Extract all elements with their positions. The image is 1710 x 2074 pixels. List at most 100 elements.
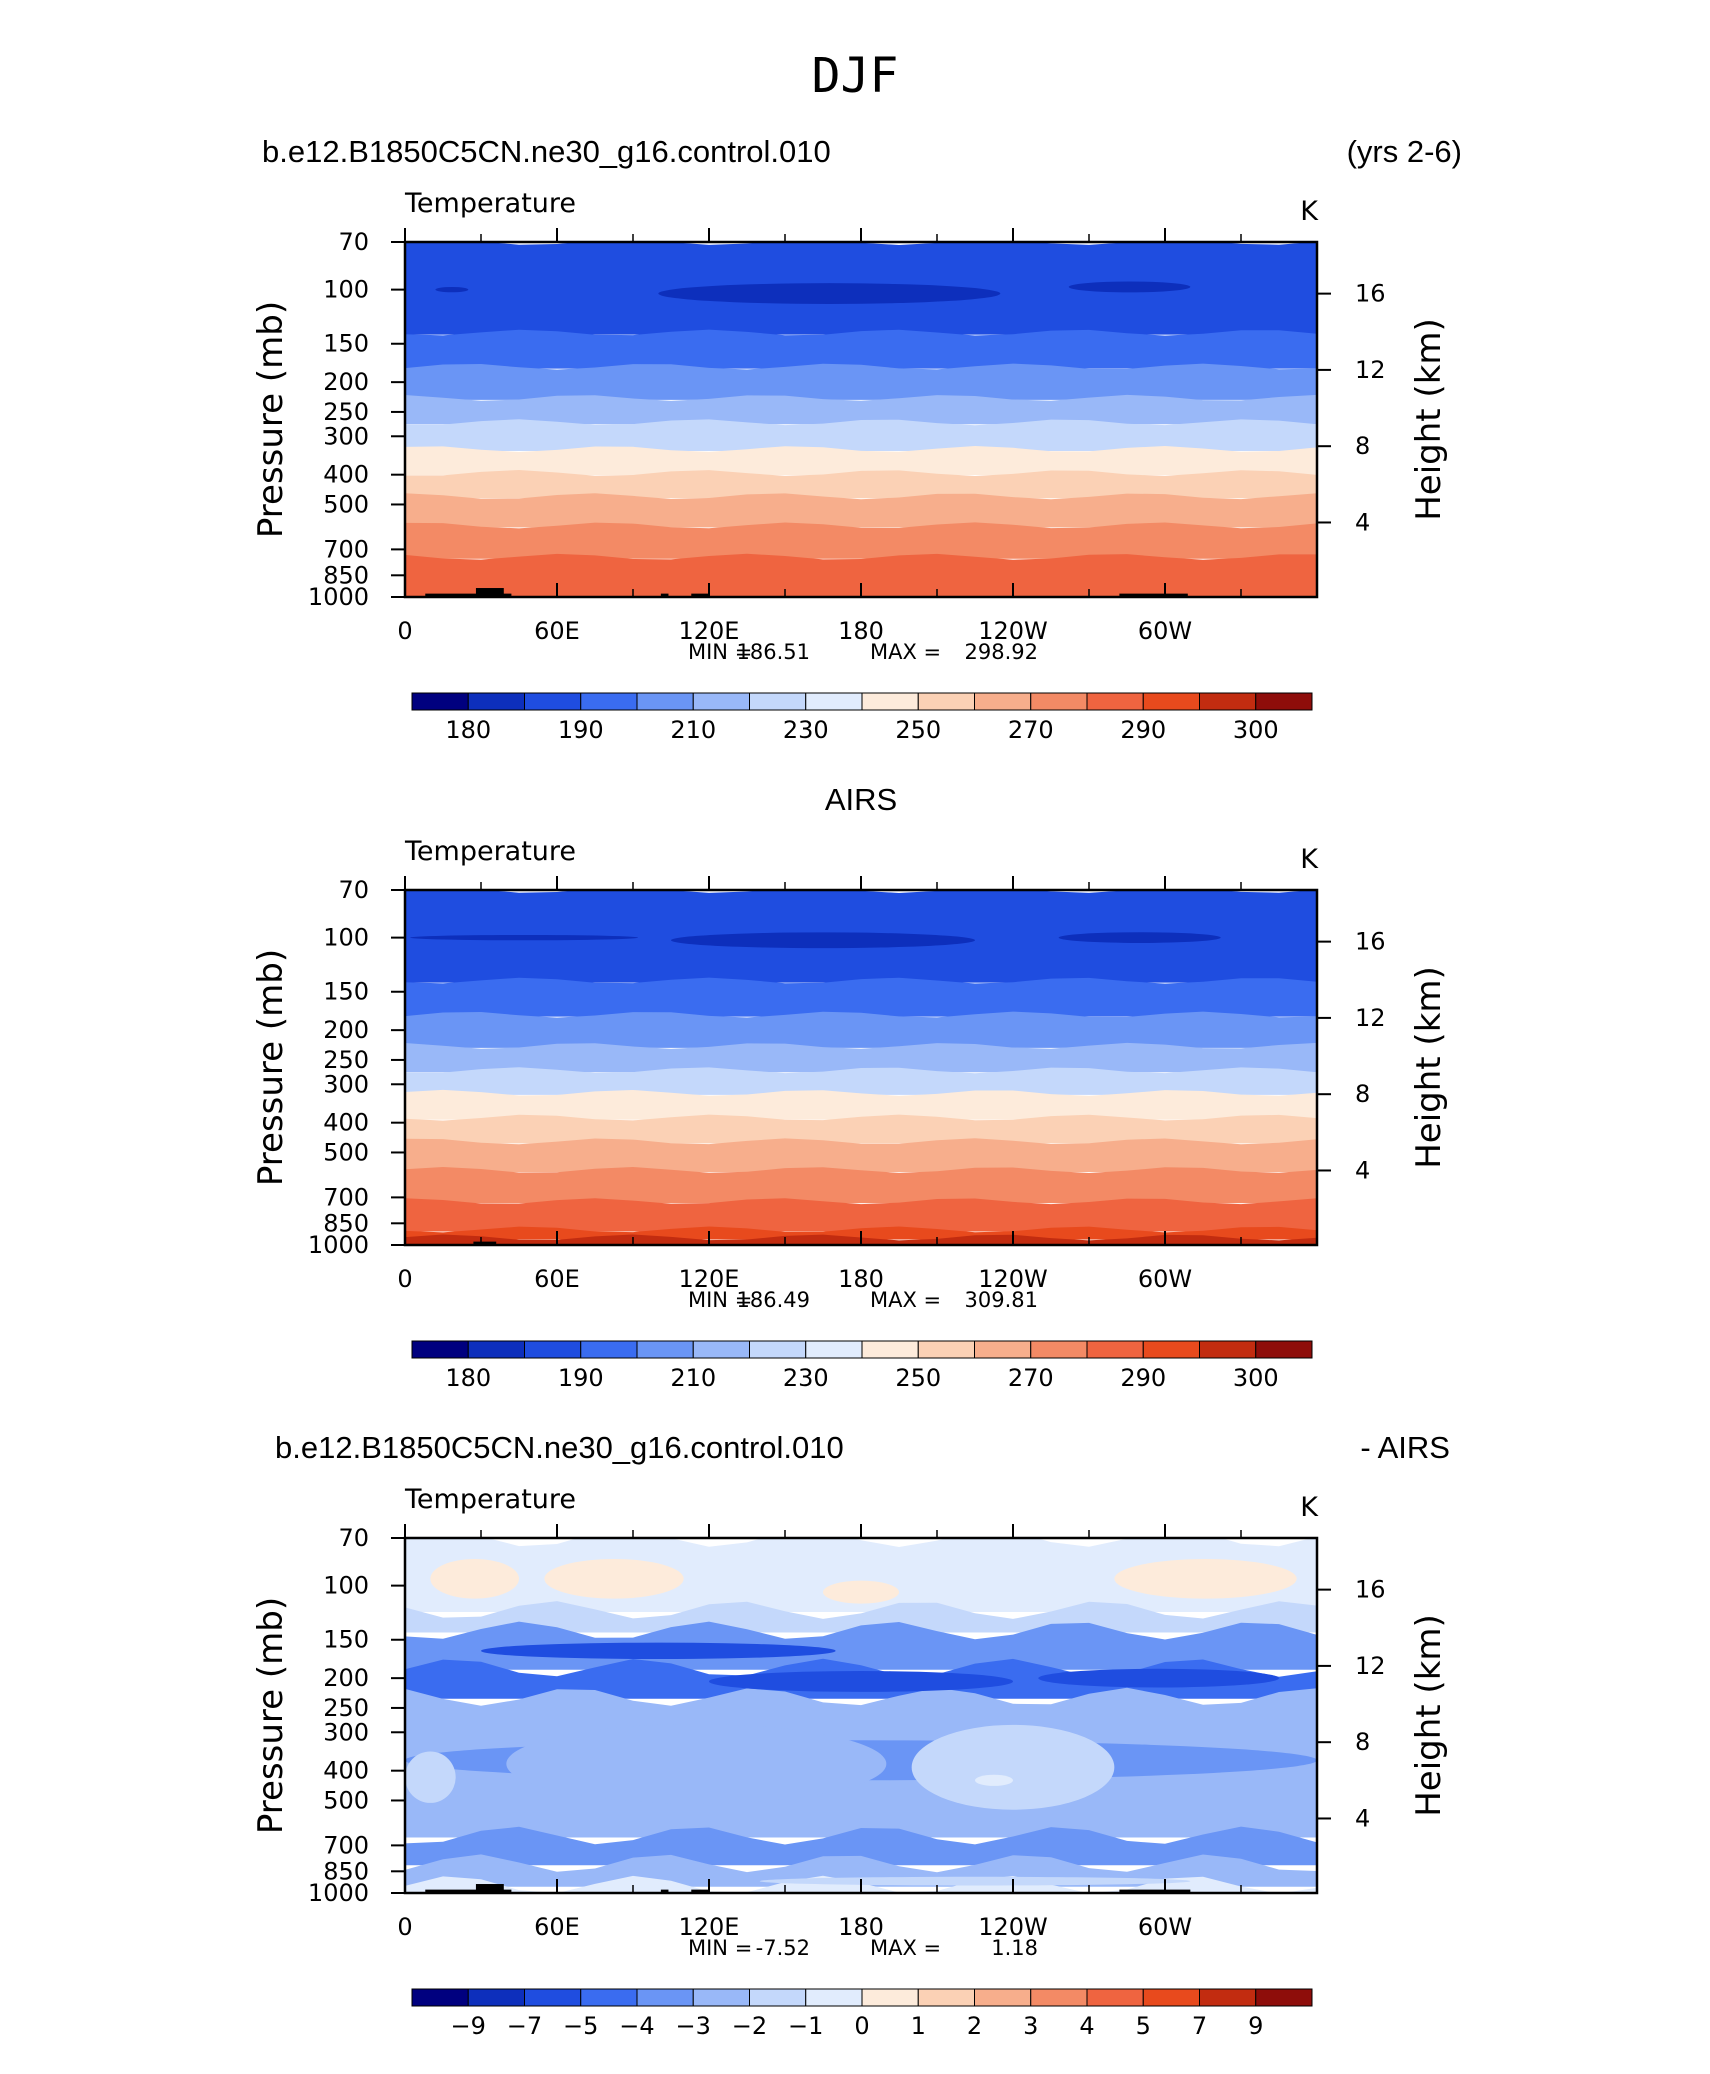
terrain-mask [425, 593, 512, 597]
x-tick-label: 0 [397, 1265, 412, 1293]
contour-band [405, 977, 1317, 1017]
y-tick-label: 100 [323, 924, 369, 952]
y-axis-title: Pressure (mb) [251, 301, 291, 538]
stats-min-value: 186.51 [737, 640, 810, 664]
y-tick-label: 250 [323, 398, 369, 426]
contour-band [405, 1011, 1317, 1048]
contour-blob [435, 286, 469, 293]
colorbar-label: 1 [911, 2012, 926, 2040]
colorbar-swatch [580, 1340, 638, 1359]
x-tick-label: 0 [397, 617, 412, 645]
terrain-mask [1119, 593, 1188, 597]
y-tick-label: 1000 [308, 1879, 369, 1907]
units-label: K [1300, 844, 1319, 875]
y-right-tick-label: 12 [1355, 356, 1386, 384]
stats-max-label: MAX = [870, 1288, 941, 1312]
y-tick-label: 1000 [308, 1231, 369, 1259]
panel-3: b.e12.B1850C5CN.ne30_g16.control.010 - AI… [251, 1430, 1450, 2040]
stats-min-value: -7.52 [756, 1936, 810, 1960]
y-tick-label: 850 [323, 1209, 369, 1237]
x-tick-label: 60W [1138, 1265, 1192, 1293]
contour-band [405, 1089, 1317, 1120]
colorbar-swatch [861, 1340, 919, 1359]
x-tick-label: 60W [1138, 1913, 1192, 1941]
y-tick-label: 850 [323, 1857, 369, 1885]
y-tick-label: 250 [323, 1046, 369, 1074]
contour-blob [410, 934, 639, 941]
contour-blob [658, 283, 1001, 304]
x-tick-label: 60E [534, 1265, 580, 1293]
colorbar-label: 4 [1079, 2012, 1094, 2040]
colorbar-swatch [467, 692, 525, 711]
x-tick-label: 60E [534, 1913, 580, 1941]
y-tick-label: 300 [323, 1718, 369, 1746]
y-tick-label: 150 [323, 978, 369, 1006]
terrain-mask [691, 1889, 709, 1893]
x-tick-label: 120E [679, 1913, 740, 1941]
y-tick-label: 400 [323, 1757, 369, 1785]
colorbar-swatch [467, 1988, 525, 2007]
x-tick-label: 60E [534, 617, 580, 645]
contour-blob [1114, 1558, 1297, 1599]
colorbar-swatch [1199, 1340, 1257, 1359]
colorbar-swatch [861, 1988, 919, 2007]
terrain-mask [425, 1889, 512, 1893]
panel-2: AIRS Temperature K 0 60E 120E 180 120W 60W 70 100 1… [251, 782, 1449, 1392]
plot-area [405, 1538, 1317, 1893]
panel-header-center: AIRS [825, 782, 897, 817]
y-axis-title: Pressure (mb) [251, 949, 291, 1186]
colorbar-swatch [636, 1340, 694, 1359]
variable-label: Temperature [404, 836, 576, 867]
colorbar-swatch [1199, 692, 1257, 711]
x-tick-label: 180 [838, 1265, 884, 1293]
colorbar-label: 5 [1136, 2012, 1151, 2040]
y-right-tick-label: 4 [1355, 1156, 1370, 1184]
contour-band [405, 1067, 1317, 1095]
plot-area [405, 242, 1317, 597]
colorbar-swatch [1086, 1988, 1144, 2007]
colorbar-label: 3 [1023, 2012, 1038, 2040]
colorbar-swatch [636, 692, 694, 711]
colorbar-label: 290 [1120, 1364, 1166, 1392]
panel-header-right: - AIRS [1360, 1430, 1450, 1465]
y-right-tick-label: 4 [1355, 508, 1370, 536]
stats-min-value: 186.49 [737, 1288, 810, 1312]
colorbar-label: 210 [670, 1364, 716, 1392]
y-tick-label: 70 [338, 1524, 369, 1552]
y-tick-label: 400 [323, 461, 369, 489]
y-tick-label: 100 [323, 1572, 369, 1600]
colorbar-label: −1 [788, 2012, 823, 2040]
colorbar-label: 210 [670, 716, 716, 744]
contour-band [405, 470, 1317, 499]
contour-blob [709, 1671, 1013, 1692]
contour-band [405, 522, 1317, 559]
contour-band [405, 394, 1317, 425]
contour-band [405, 446, 1317, 475]
panel-header-left: b.e12.B1850C5CN.ne30_g16.control.010 [275, 1430, 844, 1465]
y-right-tick-label: 8 [1355, 432, 1370, 460]
colorbar-swatch [692, 692, 750, 711]
y-right-tick-label: 12 [1355, 1004, 1386, 1032]
colorbar-swatch [524, 1340, 582, 1359]
y-right-tick-label: 8 [1355, 1080, 1370, 1108]
x-tick-label: 120E [679, 617, 740, 645]
y-tick-label: 500 [323, 1138, 369, 1166]
units-label: K [1300, 196, 1319, 227]
contour-blob [759, 1876, 1191, 1886]
contour-band [405, 329, 1317, 369]
colorbar-swatch [1142, 1988, 1200, 2007]
y-tick-label: 400 [323, 1109, 369, 1137]
x-tick-label: 120W [978, 1265, 1048, 1293]
colorbar-swatch [411, 1340, 469, 1359]
y-right-tick-label: 16 [1355, 1576, 1386, 1604]
contour-blob [975, 1774, 1013, 1786]
colorbar-label: 2 [967, 2012, 982, 2040]
stats-max-label: MAX = [870, 1936, 941, 1960]
contour-band [405, 493, 1317, 528]
y-tick-label: 850 [323, 561, 369, 589]
colorbar-label: 0 [854, 2012, 869, 2040]
y-tick-label: 70 [338, 228, 369, 256]
stats-min-label: MIN = [688, 640, 752, 664]
colorbar-swatch [1142, 1340, 1200, 1359]
terrain-mask [475, 588, 504, 597]
